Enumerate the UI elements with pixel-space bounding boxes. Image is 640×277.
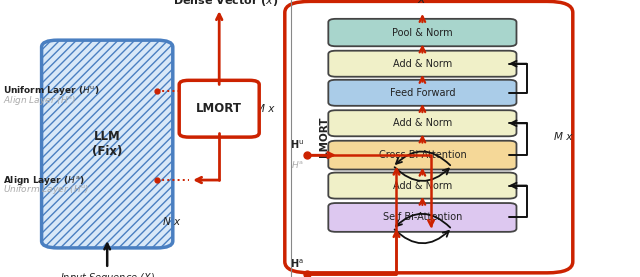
FancyBboxPatch shape [328,19,516,46]
FancyBboxPatch shape [328,203,516,232]
FancyBboxPatch shape [42,40,173,248]
Text: Dense Vector ($x$): Dense Vector ($x$) [173,0,278,8]
Text: Add & Norm: Add & Norm [393,181,452,191]
FancyBboxPatch shape [328,51,516,77]
Text: Cross Bi-Attention: Cross Bi-Attention [378,150,467,160]
Text: Uniform Layer ($H^\mathrm{u}$): Uniform Layer ($H^\mathrm{u}$) [3,84,100,97]
Text: Align Layer ($H^\mathrm{a}$): Align Layer ($H^\mathrm{a}$) [3,174,84,186]
FancyBboxPatch shape [328,110,516,136]
Text: $\mathbf{H^\mathrm{a}}$: $\mathbf{H^\mathrm{a}}$ [290,258,304,270]
FancyBboxPatch shape [179,80,259,137]
Text: Add & Norm: Add & Norm [393,59,452,69]
FancyBboxPatch shape [328,173,516,199]
FancyBboxPatch shape [328,80,516,106]
Text: Uniform Layer ($H^\mathrm{u}$): Uniform Layer ($H^\mathrm{u}$) [3,183,90,196]
Text: LMORT: LMORT [319,117,330,157]
Text: Add & Norm: Add & Norm [393,118,452,128]
Text: M x: M x [256,104,275,114]
Text: M x: M x [554,132,572,142]
Text: LLM
(Fix): LLM (Fix) [92,130,122,158]
Text: LMORT: LMORT [196,102,242,115]
FancyBboxPatch shape [328,141,516,170]
Text: Input Sequence ($X$): Input Sequence ($X$) [60,271,155,277]
Text: $H^\mathrm{a}$: $H^\mathrm{a}$ [291,159,304,170]
Text: $\hat{x}$: $\hat{x}$ [417,0,428,7]
Text: Feed Forward: Feed Forward [390,88,455,98]
Text: N x: N x [163,217,180,227]
Text: Self Bi-Attention: Self Bi-Attention [383,212,462,222]
Text: $\mathbf{H^\mathrm{u}}$: $\mathbf{H^\mathrm{u}}$ [290,138,304,151]
Text: Pool & Norm: Pool & Norm [392,27,452,38]
Text: Align Layer ($H^\mathrm{a}$): Align Layer ($H^\mathrm{a}$) [3,94,77,107]
